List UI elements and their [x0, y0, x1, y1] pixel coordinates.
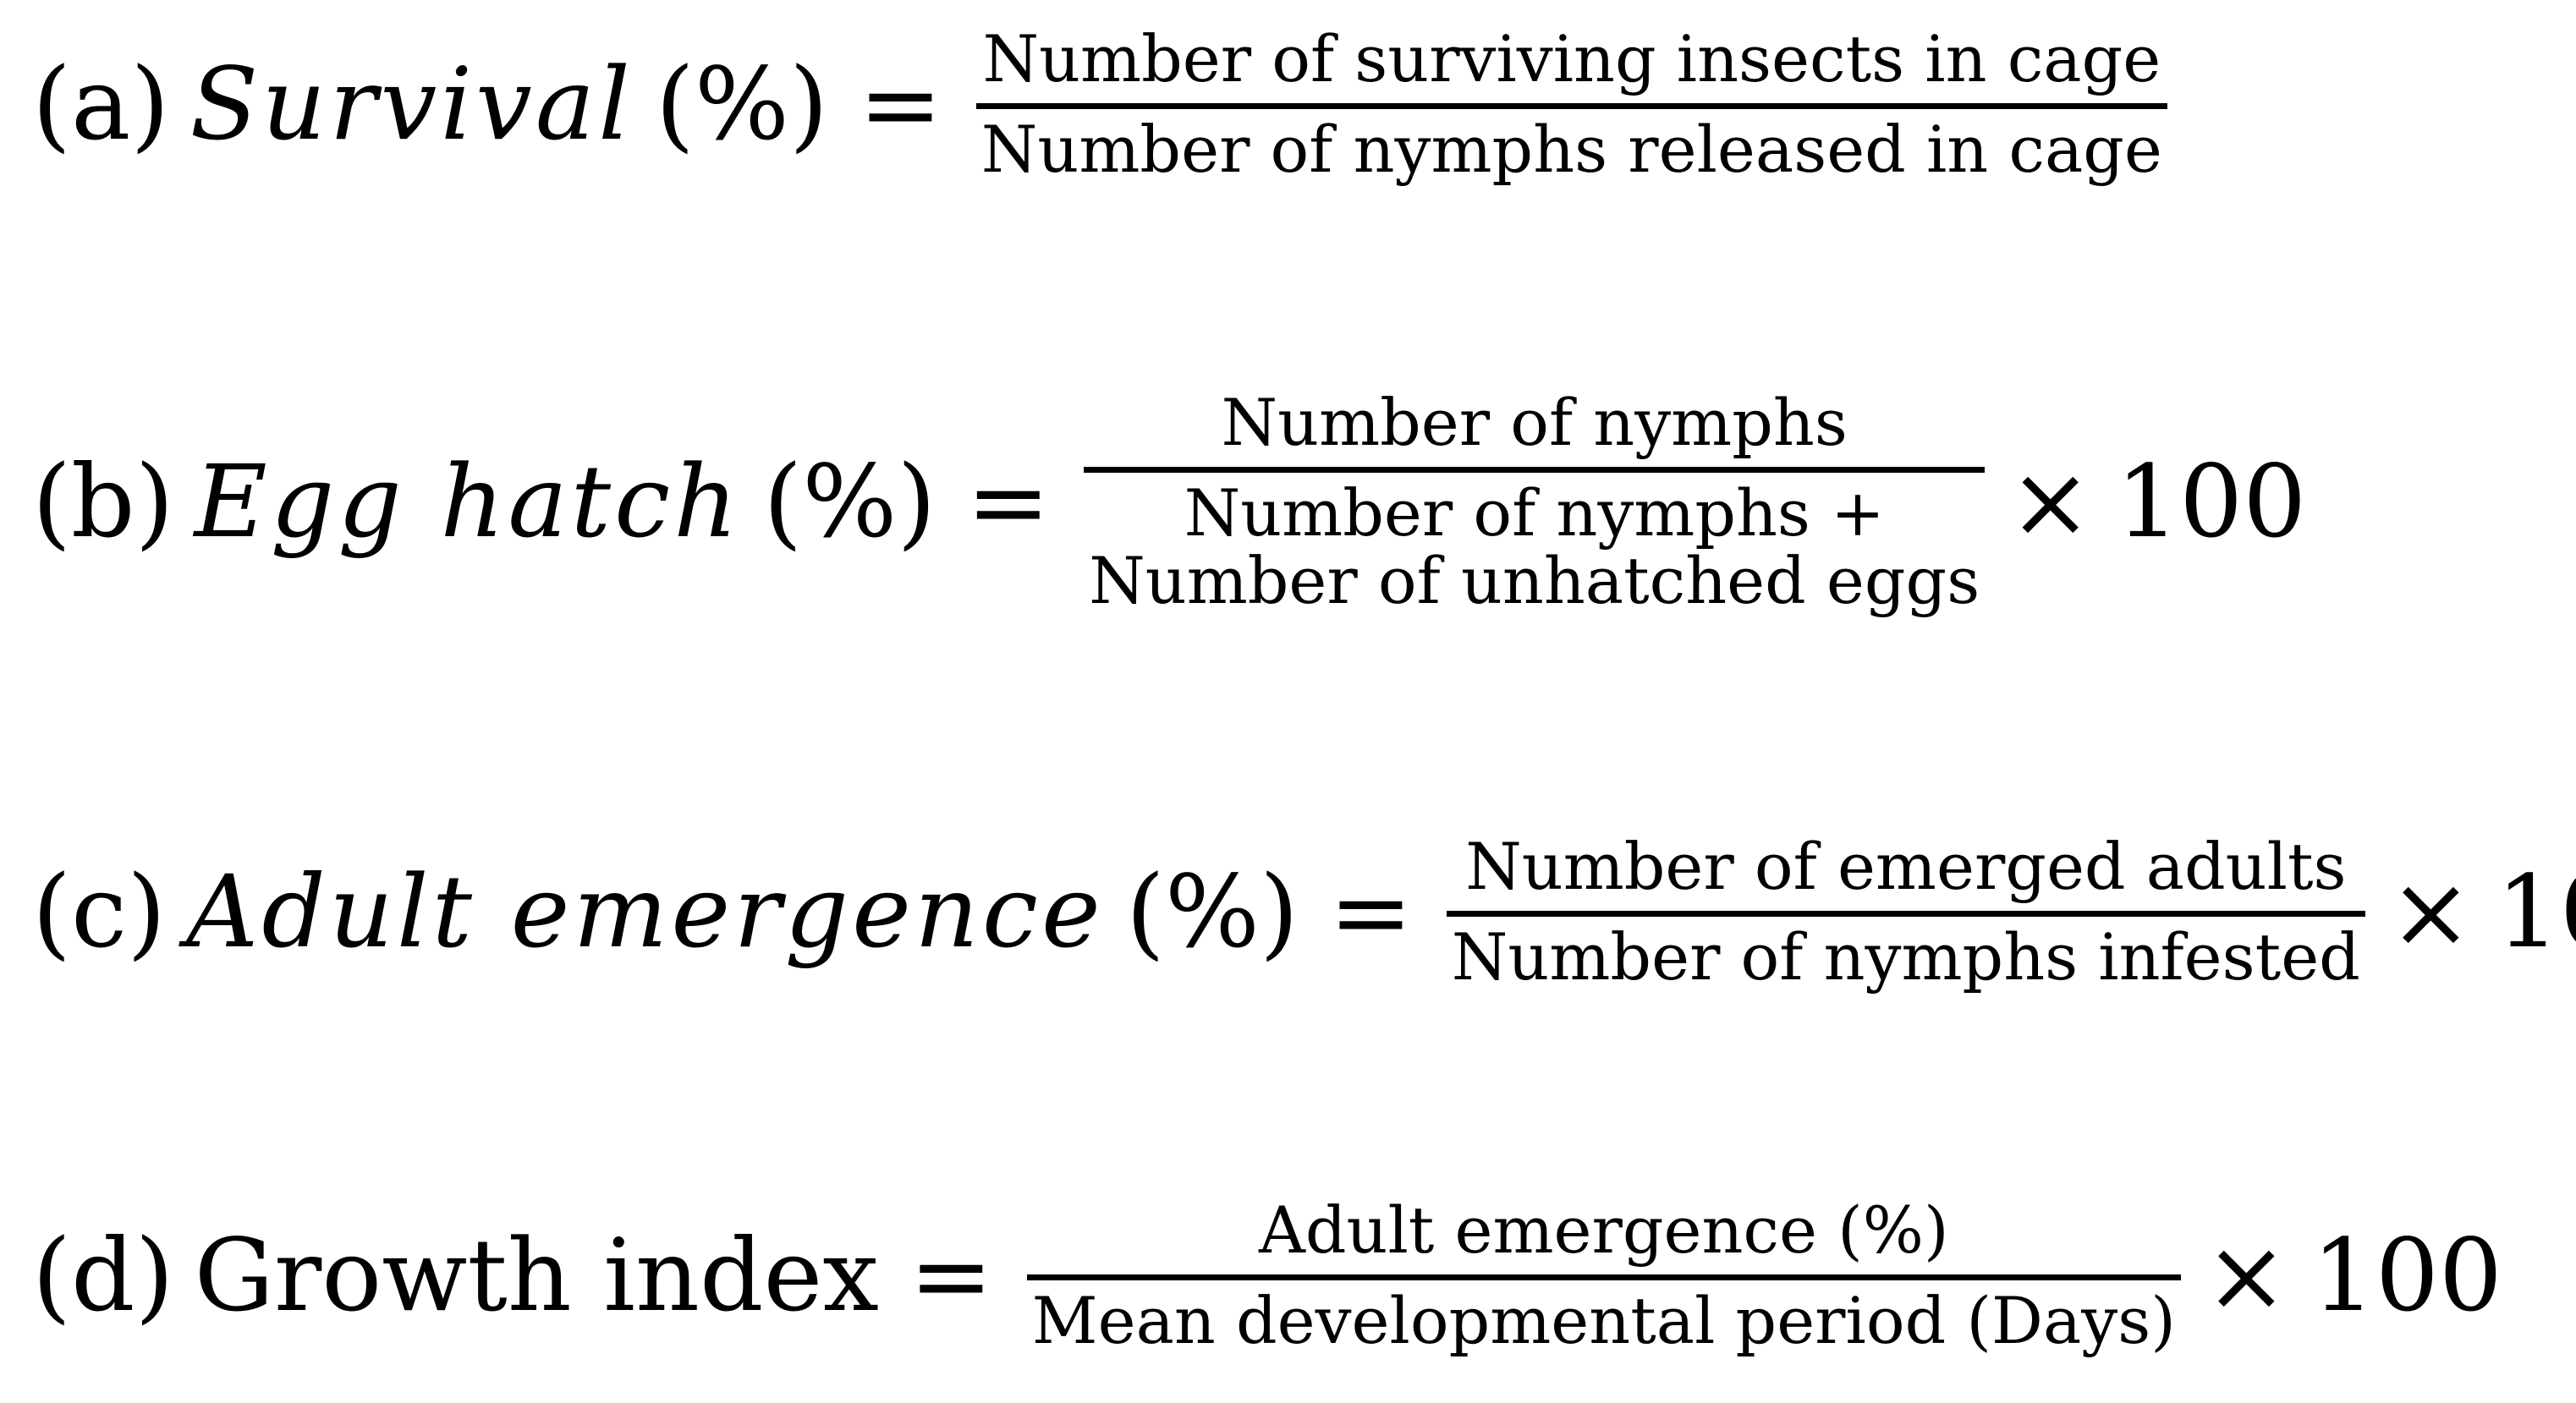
equation-b: (b) Egg hatch (%) = Number of nymphs Num…	[32, 389, 2306, 614]
equation-c: (c) Adult emergence (%) = Number of emer…	[32, 833, 2576, 991]
equation-label: (b)	[32, 443, 174, 561]
equals-sign: =	[966, 443, 1051, 561]
equation-a: (a) Survival (%) = Number of surviving i…	[32, 25, 2167, 184]
equation-label: (d)	[32, 1217, 174, 1334]
denominator-line: Mean developmental period (Days)	[1031, 1282, 2176, 1358]
percent-sign: (%)	[763, 443, 936, 561]
multiplier: 100	[2311, 1217, 2502, 1334]
equation-label: (c)	[32, 853, 167, 971]
equation-variable: Growth index	[194, 1217, 879, 1334]
numerator: Adult emergence (%)	[1259, 1192, 1949, 1268]
fraction-bar	[975, 102, 2167, 109]
denominator-line: Number of nymphs infested	[1451, 918, 2360, 995]
denominator: Number of nymphs + Number of unhatched e…	[1084, 473, 1985, 615]
equation-label: (a)	[32, 46, 170, 163]
denominator-line: Number of nymphs +	[1184, 474, 1885, 551]
denominator: Number of nymphs released in cage	[976, 109, 2167, 184]
equals-sign: =	[1329, 853, 1413, 971]
multiplier: 100	[2116, 443, 2307, 561]
numerator: Number of emerged adults	[1465, 829, 2347, 904]
equation-variable: Egg hatch	[194, 443, 742, 561]
numerator: Number of surviving insects in cage	[982, 21, 2161, 96]
denominator-line: Number of unhatched eggs	[1089, 542, 1980, 618]
equation-d: (d) Growth index = Adult emergence (%) M…	[32, 1197, 2502, 1355]
fraction-bar	[1026, 1274, 2181, 1280]
fraction: Number of surviving insects in cage Numb…	[975, 21, 2167, 184]
denominator: Number of nymphs infested	[1447, 917, 2365, 991]
fraction: Number of emerged adults Number of nymph…	[1446, 829, 2365, 991]
times-sign: ×	[2388, 853, 2473, 971]
percent-sign: (%)	[1125, 853, 1299, 971]
equals-sign: =	[859, 46, 942, 163]
multiplier: 100	[2496, 853, 2576, 971]
fraction: Number of nymphs Number of nymphs + Numb…	[1084, 385, 1986, 615]
fraction-bar	[1084, 466, 1986, 473]
equals-sign: =	[909, 1217, 993, 1334]
fraction-bar	[1446, 910, 2365, 917]
times-sign: ×	[2204, 1217, 2288, 1334]
numerator: Number of nymphs	[1221, 385, 1848, 460]
fraction: Adult emergence (%) Mean developmental p…	[1026, 1192, 2181, 1355]
percent-sign: (%)	[655, 46, 829, 163]
equation-variable: Survival	[189, 46, 634, 163]
times-sign: ×	[2008, 443, 2093, 561]
denominator: Mean developmental period (Days)	[1027, 1280, 2181, 1355]
denominator-line: Number of nymphs released in cage	[980, 111, 2162, 187]
equation-variable: Adult emergence	[186, 853, 1104, 971]
